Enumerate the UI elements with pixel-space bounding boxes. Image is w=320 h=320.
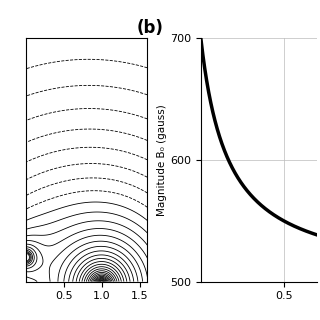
- Text: (b): (b): [137, 19, 164, 37]
- Y-axis label: Magnitude B₀ (gauss): Magnitude B₀ (gauss): [157, 104, 167, 216]
